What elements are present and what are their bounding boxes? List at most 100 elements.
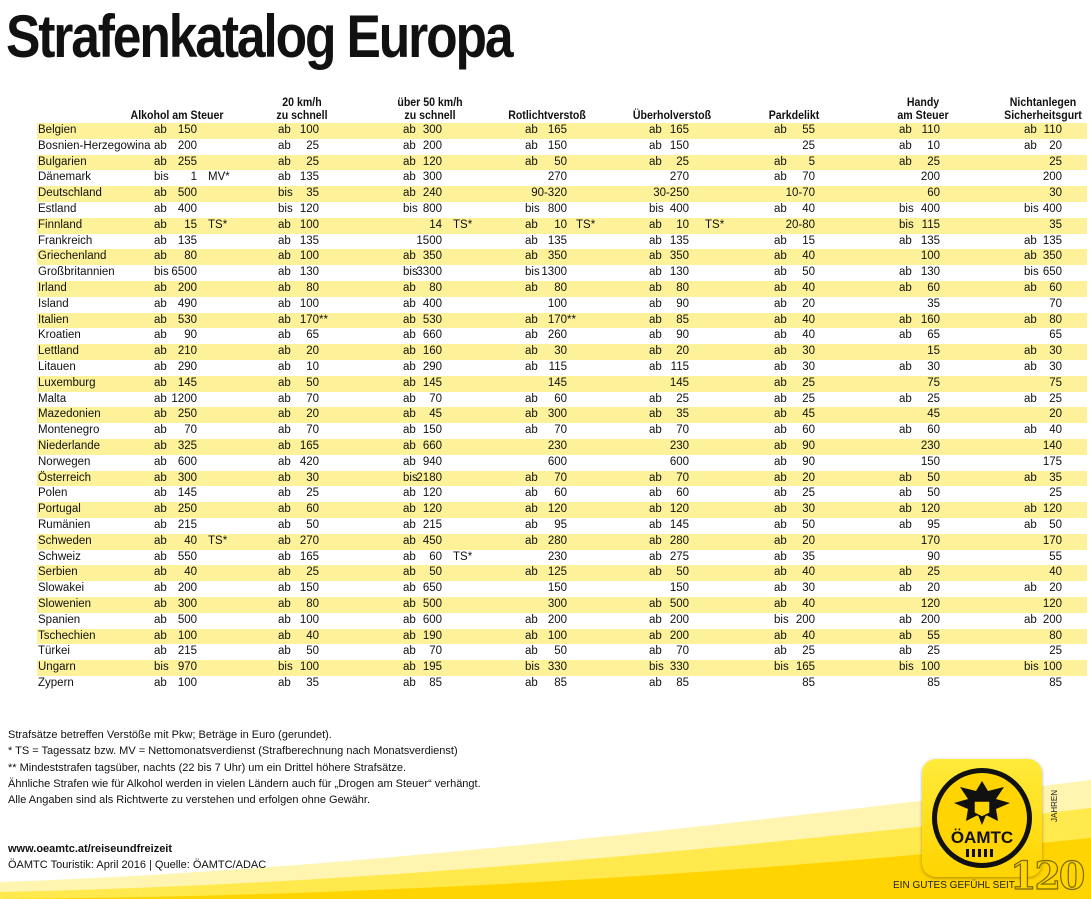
cell-amount: 20: [1049, 139, 1062, 152]
cell-qualifier: ab: [774, 234, 787, 247]
table-row: Finnland ab 15 TS* ab 100 14 TS* ab 10 TS* ab 10 TS* 2…: [37, 217, 1087, 234]
cell-amount: 200: [1042, 613, 1062, 626]
cell-amount: 120: [422, 487, 442, 500]
column-header-line: Überholverstoß: [632, 110, 712, 122]
cell-amount: 35: [927, 297, 940, 310]
cell-amount: 300: [177, 597, 197, 610]
cell-qualifier: ab: [278, 281, 291, 294]
cell-amount: 160: [422, 345, 442, 358]
cell-qualifier: ab: [774, 345, 787, 358]
cell-amount: 150: [669, 139, 689, 152]
cell-qualifier: ab: [525, 471, 538, 484]
cell-qualifier: ab: [649, 408, 662, 421]
cell-qualifier: ab: [899, 629, 912, 642]
cell-footnote-marker: **: [319, 313, 328, 326]
country-name: Malta: [38, 392, 67, 405]
cell-amount: 10: [554, 218, 567, 231]
cell-amount: 350: [547, 250, 567, 263]
cell-qualifier: ab: [278, 124, 291, 136]
cell-amount: 85: [676, 313, 689, 326]
table-row: Slowenien ab 300 ab 80 ab 500 300 ab 500 ab 40 120 12…: [37, 596, 1087, 613]
cell-amount: 100: [299, 297, 319, 310]
cell-qualifier: ab: [154, 234, 167, 247]
cell-amount: 25: [306, 155, 319, 168]
cell-qualifier: ab: [525, 487, 538, 500]
cell-qualifier: ab: [278, 503, 291, 516]
cell-qualifier: ab: [525, 645, 538, 658]
cell-amount: 50: [802, 518, 815, 531]
cell-amount: 35: [306, 187, 319, 200]
cell-qualifier: ab: [649, 518, 662, 531]
table-header: Alkohol am Steuer 20 km/h zu schnell über 5…: [37, 92, 1087, 123]
cell-qualifier: ab: [403, 645, 416, 658]
cell-qualifier: bis: [774, 613, 789, 626]
cell-qualifier: ab: [403, 487, 416, 500]
cell-amount: 25: [802, 645, 815, 658]
cell-amount: 400: [920, 202, 940, 215]
column-header-line: [113, 97, 242, 110]
cell-qualifier: ab: [899, 613, 912, 626]
cell-qualifier: ab: [774, 534, 787, 547]
cell-qualifier: ab: [525, 534, 538, 547]
country-name: Kroatien: [38, 329, 81, 342]
cell-qualifier: ab: [899, 139, 912, 152]
cell-qualifier: ab: [403, 392, 416, 405]
cell-qualifier: bis: [525, 266, 540, 279]
cell-qualifier: ab: [525, 139, 538, 152]
cell-amount: 20: [927, 582, 940, 595]
table-row: Türkei ab 215 ab 50 ab 70 ab 50 ab 70 ab 25 ab 25 25: [37, 644, 1087, 661]
cell-qualifier: ab: [154, 250, 167, 263]
cell-amount: 300: [547, 597, 567, 610]
cell-qualifier: bis: [278, 661, 293, 674]
cell-amount: 90-320: [531, 187, 567, 200]
country-name: Estland: [38, 202, 77, 215]
cell-amount: 90: [802, 439, 815, 452]
cell-qualifier: ab: [278, 471, 291, 484]
cell-amount: 500: [669, 597, 689, 610]
cell-amount: 110: [1043, 124, 1062, 136]
cell-amount: 80: [1049, 313, 1062, 326]
cell-amount: 25: [1049, 155, 1062, 168]
cell-qualifier: ab: [403, 345, 416, 358]
cell-qualifier: bis: [1024, 266, 1039, 279]
column-header-line: Handy: [906, 97, 940, 109]
cell-qualifier: ab: [649, 487, 662, 500]
cell-amount: 530: [422, 313, 442, 326]
cell-amount: 95: [927, 518, 940, 531]
cell-amount: 145: [177, 487, 197, 500]
cell-qualifier: ab: [403, 629, 416, 642]
cell-qualifier: ab: [154, 487, 167, 500]
cell-amount: 490: [177, 297, 197, 310]
cell-amount: 50: [306, 376, 319, 389]
cell-amount: 25: [927, 645, 940, 658]
cell-qualifier: bis: [154, 171, 169, 184]
cell-qualifier: ab: [899, 124, 912, 136]
cell-qualifier: ab: [1024, 518, 1037, 531]
cell-qualifier: ab: [278, 218, 291, 231]
cell-amount: 200: [920, 613, 940, 626]
cell-amount: 280: [669, 534, 689, 547]
cell-amount: 250: [177, 503, 197, 516]
cell-qualifier: ab: [525, 329, 538, 342]
cell-amount: 60: [927, 281, 940, 294]
table-row: Zypern ab 100 ab 35 ab 85 ab 85 ab 85 85 85 85: [37, 675, 1087, 692]
jahren-label: JAHREN: [1050, 789, 1059, 822]
cell-qualifier: ab: [403, 613, 416, 626]
cell-qualifier: ab: [774, 266, 787, 279]
cell-qualifier: bis: [403, 202, 418, 215]
cell-qualifier: ab: [774, 202, 787, 215]
cell-amount: 35: [306, 676, 319, 689]
cell-qualifier: bis: [649, 202, 664, 215]
cell-qualifier: ab: [649, 281, 662, 294]
country-name: Lettland: [38, 345, 79, 358]
cell-qualifier: ab: [774, 281, 787, 294]
cell-qualifier: ab: [154, 218, 167, 231]
cell-amount: 120: [422, 155, 442, 168]
cell-amount: 75: [1049, 376, 1062, 389]
country-name: Belgien: [38, 124, 77, 136]
cell-qualifier: ab: [899, 582, 912, 595]
cell-amount: 270: [669, 171, 689, 184]
website-link[interactable]: www.oeamtc.at/reiseundfreizeit: [8, 843, 173, 855]
cell-amount: 120: [299, 202, 319, 215]
cell-amount: 35: [676, 408, 689, 421]
